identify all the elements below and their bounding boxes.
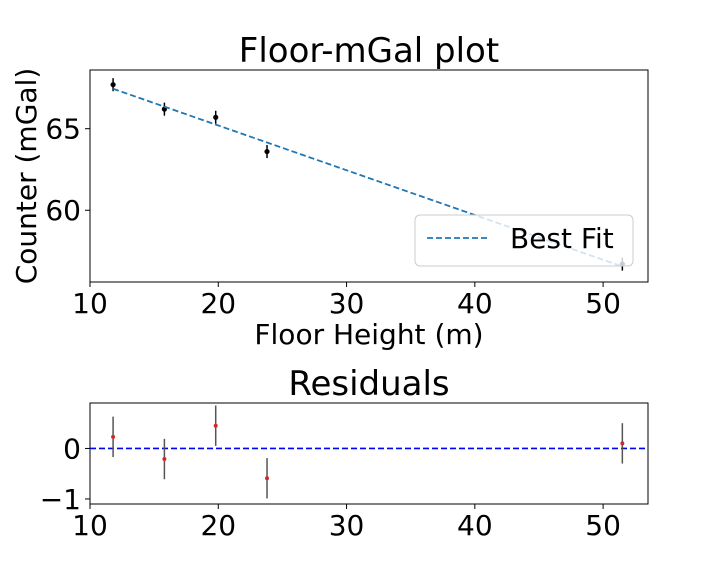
residuals-xtick-label: 50: [585, 509, 621, 542]
main-ytick-label: 60: [45, 194, 81, 227]
legend-label-best-fit: Best Fit: [510, 222, 614, 255]
residual-point: [265, 476, 270, 481]
main-chart-title: Floor-mGal plot: [239, 31, 499, 71]
legend: Best Fit: [414, 214, 634, 267]
main-chart-xlabel: Floor Height (m): [254, 318, 483, 351]
residual-point: [620, 441, 625, 446]
residuals-ytick-label: −1: [40, 483, 81, 516]
main-data-point: [264, 148, 270, 155]
residuals-xtick-label: 20: [200, 509, 236, 542]
main-data-point: [213, 114, 219, 120]
main-data-point: [110, 82, 116, 88]
main-xtick-label: 30: [329, 287, 365, 320]
main-ytick-label: 65: [45, 113, 81, 146]
main-xtick-label: 10: [72, 287, 108, 320]
residuals-frame: [89, 402, 649, 505]
main-frame: [89, 69, 649, 283]
residuals-chart-title: Residuals: [288, 364, 449, 404]
residuals-chart: Residuals 10 20 30 40 50 −1 0: [40, 364, 649, 542]
residuals-plot-area: 10 20 30 40 50 −1 0: [40, 402, 649, 542]
residual-point: [213, 423, 218, 428]
residual-point: [111, 434, 116, 439]
main-plot-area: 10 20 30 40 50 60 65: [45, 69, 649, 320]
residuals-xtick-label: 10: [72, 509, 108, 542]
main-xtick-label: 40: [457, 287, 493, 320]
residuals-ytick-label: 0: [63, 432, 81, 465]
residuals-xtick-label: 30: [329, 509, 365, 542]
legend-box: [414, 214, 634, 267]
main-xtick-label: 50: [585, 287, 621, 320]
residuals-xtick-label: 40: [457, 509, 493, 542]
main-xtick-label: 20: [200, 287, 236, 320]
main-chart-ylabel: Counter (mGal): [10, 68, 43, 285]
residual-point: [162, 457, 167, 462]
main-chart: Floor-mGal plot 10 20 30 40 50 60 65 Floor Hei…: [10, 31, 649, 351]
